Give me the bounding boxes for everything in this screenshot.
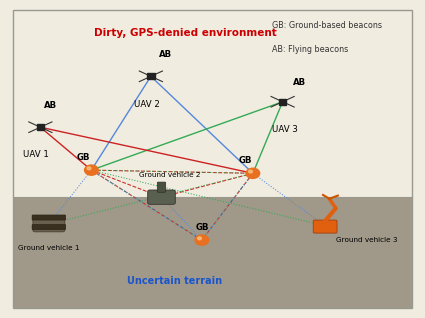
Bar xyxy=(37,124,44,130)
Text: AB: AB xyxy=(293,79,306,87)
Polygon shape xyxy=(13,10,412,197)
FancyBboxPatch shape xyxy=(32,215,65,220)
Circle shape xyxy=(246,168,260,178)
Text: UAV 1: UAV 1 xyxy=(23,150,49,159)
Text: AB: AB xyxy=(159,50,172,59)
FancyBboxPatch shape xyxy=(148,190,175,204)
FancyBboxPatch shape xyxy=(32,225,65,230)
Text: Uncertain terrain: Uncertain terrain xyxy=(127,276,222,287)
Text: Ground vehicle 2: Ground vehicle 2 xyxy=(139,172,201,178)
Text: UAV 2: UAV 2 xyxy=(134,100,159,109)
Circle shape xyxy=(85,165,98,175)
Text: UAV 3: UAV 3 xyxy=(272,125,298,134)
Circle shape xyxy=(249,170,252,173)
Text: Dirty, GPS-denied environment: Dirty, GPS-denied environment xyxy=(94,28,276,38)
FancyBboxPatch shape xyxy=(33,217,65,232)
Circle shape xyxy=(195,235,209,245)
Circle shape xyxy=(198,237,201,240)
Bar xyxy=(147,73,155,79)
Text: Ground vehicle 1: Ground vehicle 1 xyxy=(18,245,79,251)
Polygon shape xyxy=(13,197,412,308)
Text: GB: GB xyxy=(238,156,252,165)
Text: GB: GB xyxy=(77,153,91,162)
Bar xyxy=(279,99,286,105)
Text: AB: AB xyxy=(45,101,57,110)
FancyBboxPatch shape xyxy=(313,220,337,233)
FancyBboxPatch shape xyxy=(157,182,166,192)
Circle shape xyxy=(87,167,91,170)
Text: GB: GB xyxy=(195,223,209,232)
Text: Ground vehicle 3: Ground vehicle 3 xyxy=(336,237,397,243)
Text: AB: Flying beacons: AB: Flying beacons xyxy=(272,45,348,53)
Text: GB: Ground-based beacons: GB: Ground-based beacons xyxy=(272,21,382,30)
